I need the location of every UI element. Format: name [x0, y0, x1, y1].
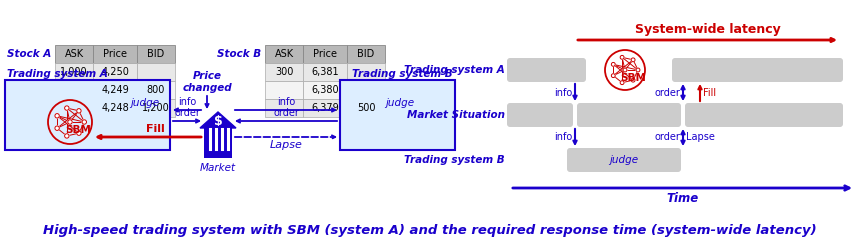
Circle shape — [631, 78, 635, 82]
Text: BID: BID — [147, 49, 164, 59]
Text: 4,250: 4,250 — [101, 67, 129, 77]
Text: judge: judge — [385, 98, 415, 108]
Text: SBM: SBM — [65, 125, 91, 135]
Text: SBM: SBM — [620, 73, 646, 83]
Text: 4,248: 4,248 — [101, 103, 129, 113]
Circle shape — [611, 74, 615, 78]
Text: 1,000: 1,000 — [60, 67, 88, 77]
Circle shape — [611, 62, 615, 66]
Circle shape — [82, 120, 87, 124]
FancyBboxPatch shape — [93, 63, 137, 81]
Text: 4,249: 4,249 — [101, 85, 129, 95]
Text: High-speed trading system with SBM (system A) and the required response time (sy: High-speed trading system with SBM (syst… — [43, 224, 817, 237]
Text: 300: 300 — [275, 67, 293, 77]
FancyBboxPatch shape — [577, 103, 681, 127]
Circle shape — [77, 109, 81, 113]
Text: BID: BID — [358, 49, 375, 59]
Text: info: info — [554, 87, 572, 98]
Text: info: info — [277, 97, 295, 107]
Text: 6,380: 6,380 — [311, 85, 339, 95]
FancyBboxPatch shape — [137, 99, 175, 117]
Circle shape — [64, 134, 69, 138]
Circle shape — [620, 81, 624, 85]
Text: Time: Time — [666, 192, 698, 205]
FancyBboxPatch shape — [55, 99, 93, 117]
Text: order: order — [273, 108, 299, 118]
FancyBboxPatch shape — [685, 103, 843, 127]
FancyBboxPatch shape — [265, 81, 303, 99]
Text: Trading system A: Trading system A — [404, 65, 505, 75]
Text: ASK: ASK — [274, 49, 293, 59]
FancyBboxPatch shape — [55, 45, 93, 63]
FancyBboxPatch shape — [347, 63, 385, 81]
Text: Price: Price — [103, 49, 127, 59]
Text: Stock A: Stock A — [7, 49, 51, 59]
Circle shape — [624, 68, 627, 72]
FancyBboxPatch shape — [347, 81, 385, 99]
Circle shape — [68, 120, 72, 124]
Text: Trading system A: Trading system A — [7, 69, 107, 79]
Circle shape — [636, 68, 640, 72]
Text: 1,200: 1,200 — [142, 103, 170, 113]
FancyBboxPatch shape — [204, 150, 232, 158]
FancyBboxPatch shape — [137, 45, 175, 63]
FancyBboxPatch shape — [340, 80, 455, 150]
FancyBboxPatch shape — [347, 45, 385, 63]
Text: Lapse: Lapse — [269, 140, 303, 150]
Text: 6,381: 6,381 — [311, 67, 339, 77]
FancyBboxPatch shape — [265, 99, 303, 117]
FancyBboxPatch shape — [507, 58, 586, 82]
Text: judge: judge — [131, 98, 160, 108]
Text: Market: Market — [200, 163, 236, 173]
Text: info: info — [178, 97, 196, 107]
FancyBboxPatch shape — [672, 58, 843, 82]
FancyBboxPatch shape — [507, 103, 573, 127]
Text: info: info — [554, 133, 572, 143]
Circle shape — [55, 126, 59, 130]
Text: Price
changed: Price changed — [182, 71, 232, 93]
FancyBboxPatch shape — [137, 63, 175, 81]
Text: 500: 500 — [357, 103, 375, 113]
FancyBboxPatch shape — [265, 63, 303, 81]
FancyBboxPatch shape — [265, 45, 303, 63]
Text: Fill: Fill — [145, 124, 164, 134]
FancyBboxPatch shape — [303, 45, 347, 63]
Text: Trading system B: Trading system B — [353, 69, 453, 79]
FancyBboxPatch shape — [137, 81, 175, 99]
FancyBboxPatch shape — [347, 99, 385, 117]
FancyBboxPatch shape — [303, 63, 347, 81]
Circle shape — [77, 131, 81, 135]
Text: order: order — [654, 133, 680, 143]
FancyBboxPatch shape — [55, 81, 93, 99]
Text: judge: judge — [610, 155, 639, 165]
FancyBboxPatch shape — [567, 148, 681, 172]
FancyBboxPatch shape — [303, 99, 347, 117]
Text: ASK: ASK — [64, 49, 83, 59]
Circle shape — [64, 106, 69, 110]
Text: 6,379: 6,379 — [311, 103, 339, 113]
FancyBboxPatch shape — [5, 80, 170, 150]
Text: Market Situation: Market Situation — [407, 110, 505, 120]
FancyBboxPatch shape — [303, 81, 347, 99]
Circle shape — [631, 58, 635, 62]
Text: System-wide latency: System-wide latency — [635, 23, 780, 36]
FancyBboxPatch shape — [93, 45, 137, 63]
Circle shape — [620, 55, 624, 59]
Text: 800: 800 — [147, 85, 165, 95]
FancyBboxPatch shape — [204, 128, 232, 150]
Text: Lapse: Lapse — [686, 133, 715, 143]
Circle shape — [55, 114, 59, 118]
Text: order: order — [174, 108, 200, 118]
Polygon shape — [200, 112, 236, 128]
FancyBboxPatch shape — [55, 63, 93, 81]
FancyBboxPatch shape — [93, 99, 137, 117]
Text: Trading system B: Trading system B — [404, 155, 505, 165]
Text: $: $ — [213, 115, 223, 128]
Text: Fill: Fill — [703, 87, 716, 98]
FancyBboxPatch shape — [93, 81, 137, 99]
Text: Price: Price — [313, 49, 337, 59]
Text: order: order — [654, 87, 680, 98]
Text: Stock B: Stock B — [217, 49, 261, 59]
